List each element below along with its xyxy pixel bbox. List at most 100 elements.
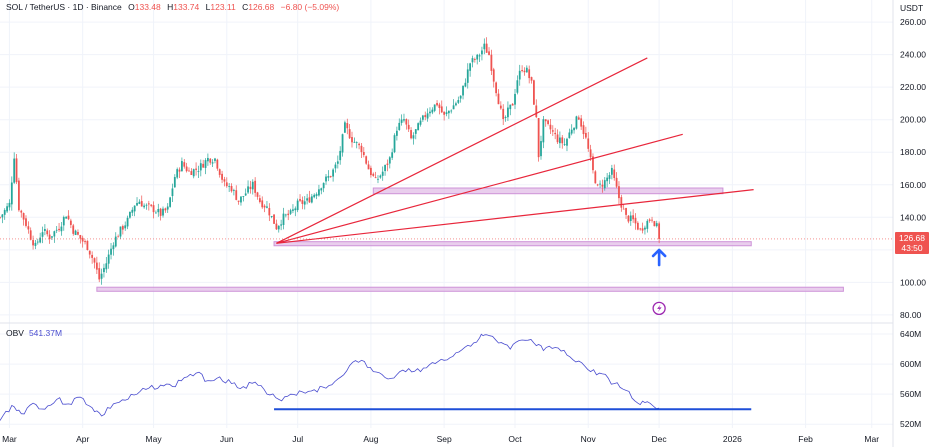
trendline[interactable] xyxy=(276,189,754,244)
price-tick-label: 240.00 xyxy=(900,50,926,60)
candle xyxy=(310,193,313,204)
candle xyxy=(145,203,148,210)
candle xyxy=(242,195,245,202)
candle xyxy=(152,201,155,219)
candle xyxy=(301,196,304,210)
candle xyxy=(592,153,594,174)
candle xyxy=(566,137,568,152)
candle xyxy=(67,210,70,221)
candle xyxy=(292,204,294,214)
time-tick-label: 2026 xyxy=(723,434,742,444)
candle xyxy=(192,168,195,179)
candle xyxy=(495,81,498,97)
candle xyxy=(53,230,56,243)
obv-pane xyxy=(0,333,752,421)
time-tick-label: Feb xyxy=(798,434,813,444)
candle xyxy=(235,185,238,201)
candle xyxy=(13,152,16,184)
candle xyxy=(256,191,259,200)
candle xyxy=(261,196,264,209)
candle xyxy=(620,194,623,212)
price-tick-label: 160.00 xyxy=(900,180,926,190)
candle xyxy=(528,65,531,84)
candle xyxy=(577,115,580,120)
candle xyxy=(606,173,609,188)
candle xyxy=(485,37,488,53)
candle xyxy=(568,128,571,139)
currency-label[interactable]: USDT xyxy=(900,3,923,13)
candle xyxy=(88,250,91,259)
candle xyxy=(308,190,311,204)
candle xyxy=(610,164,613,180)
candle xyxy=(237,200,240,205)
price-tick-label: 220.00 xyxy=(900,82,926,92)
candlestick-series xyxy=(0,37,661,285)
candle xyxy=(601,179,604,193)
candle xyxy=(436,100,438,107)
candle xyxy=(476,53,479,65)
candle xyxy=(421,114,424,122)
candle xyxy=(188,167,190,172)
candle xyxy=(362,147,365,158)
obv-line xyxy=(0,333,660,421)
candle xyxy=(218,168,221,178)
candle xyxy=(414,128,417,140)
candle xyxy=(121,224,124,235)
price-tick-label: 80.00 xyxy=(900,310,922,320)
candle xyxy=(287,209,290,221)
time-tick-label: Mar xyxy=(864,434,879,444)
candle xyxy=(8,199,11,211)
candle xyxy=(176,167,179,180)
candle xyxy=(117,234,120,238)
candle xyxy=(587,132,590,152)
candle xyxy=(490,49,493,76)
candle xyxy=(405,118,408,130)
candle xyxy=(20,209,23,218)
candle xyxy=(103,263,105,278)
obv-tick-label: 640M xyxy=(900,329,921,339)
candle xyxy=(216,158,219,171)
candle xyxy=(199,159,202,177)
price-zone xyxy=(372,187,724,195)
grid-lines xyxy=(0,0,893,428)
candle xyxy=(58,223,60,232)
candle xyxy=(211,159,214,167)
candle xyxy=(426,108,429,122)
candle xyxy=(169,196,171,208)
candle xyxy=(549,119,552,135)
candle xyxy=(381,166,384,181)
candle xyxy=(507,101,509,121)
candle xyxy=(166,203,169,213)
candle xyxy=(514,89,516,110)
candle xyxy=(138,199,141,205)
time-tick-label: Apr xyxy=(76,434,89,444)
time-tick-label: Mar xyxy=(2,434,17,444)
candle xyxy=(280,219,283,231)
trendline[interactable] xyxy=(276,57,648,244)
candle xyxy=(249,180,252,194)
axes: 80.00100.00120.00140.00160.00180.00200.0… xyxy=(2,17,926,444)
candle xyxy=(410,127,412,140)
candle xyxy=(178,167,181,178)
candle xyxy=(596,183,599,187)
candle xyxy=(270,215,273,219)
candle xyxy=(251,179,254,195)
candle xyxy=(284,213,287,218)
price-tick-label: 260.00 xyxy=(900,17,926,27)
candle xyxy=(563,138,566,147)
candle xyxy=(41,226,44,244)
obv-tick-label: 600M xyxy=(900,359,921,369)
candle xyxy=(351,131,353,148)
candle xyxy=(225,177,228,188)
candle xyxy=(34,240,37,250)
candle xyxy=(266,200,268,209)
lightning-icon[interactable] xyxy=(652,301,666,316)
candle xyxy=(27,221,30,234)
candle xyxy=(639,227,642,231)
candle xyxy=(150,204,153,208)
trendline[interactable] xyxy=(276,133,683,244)
candle xyxy=(478,53,481,63)
candle xyxy=(403,113,405,123)
candle xyxy=(558,131,561,149)
